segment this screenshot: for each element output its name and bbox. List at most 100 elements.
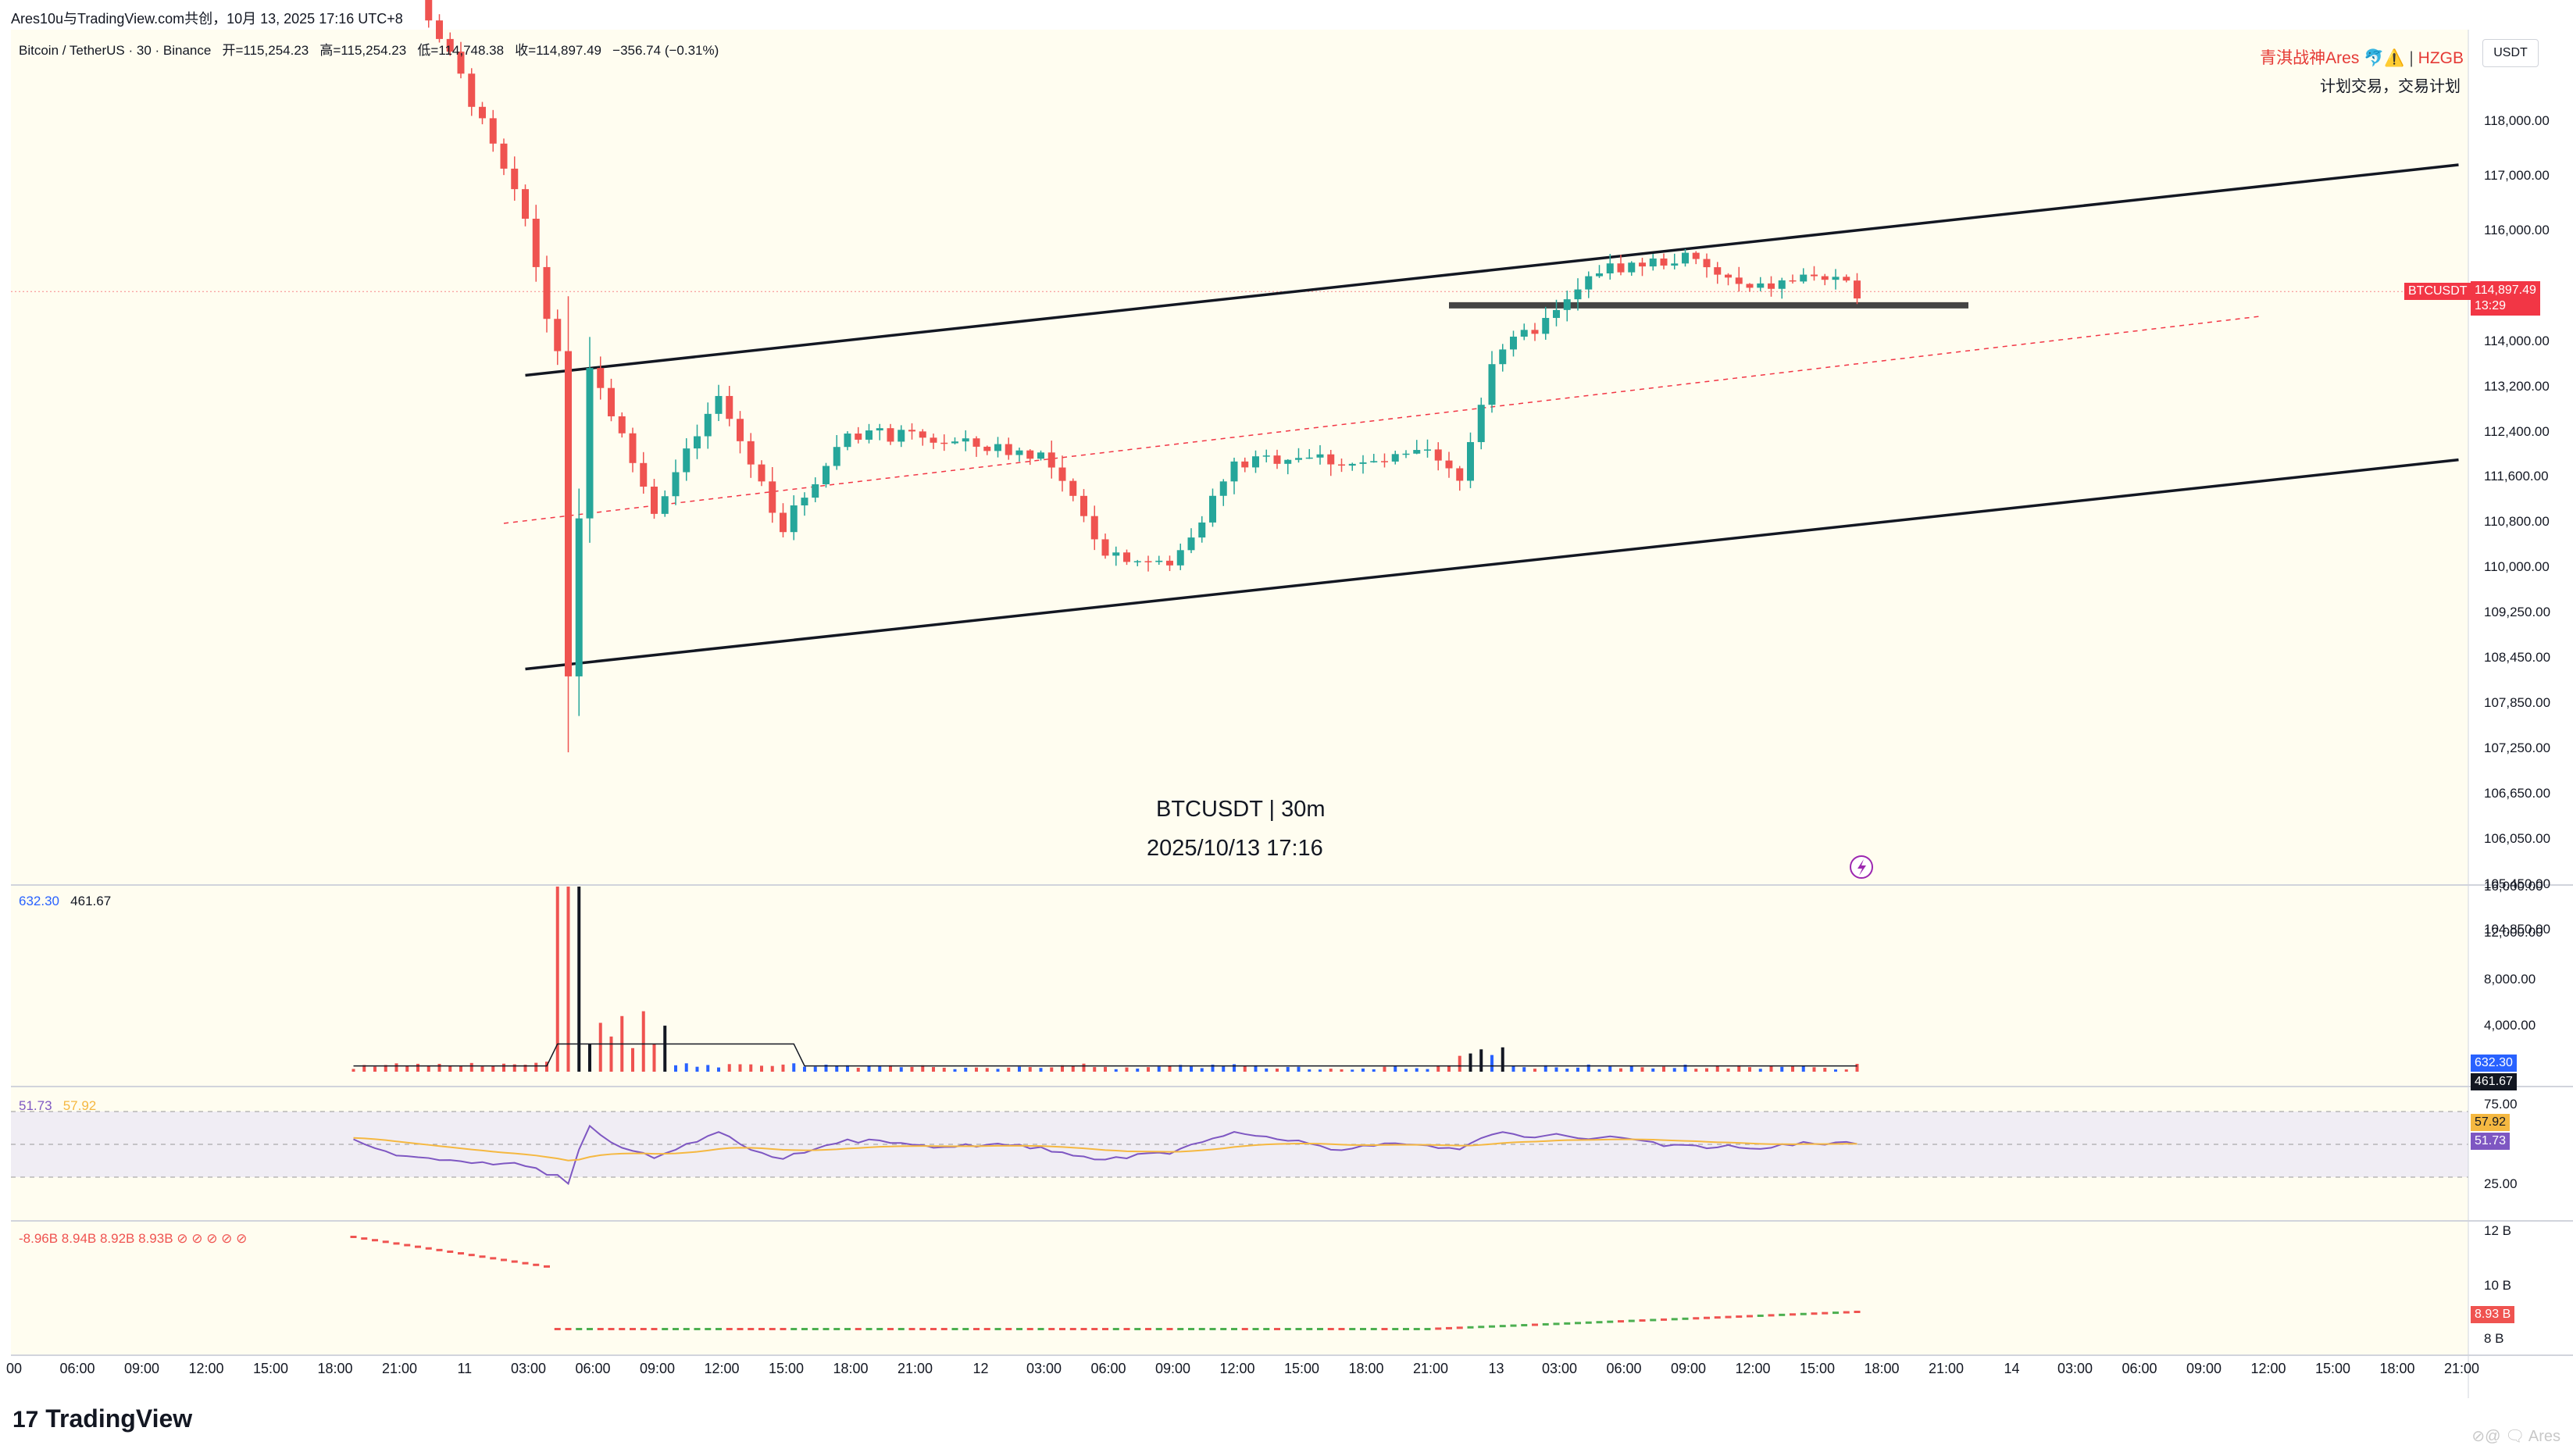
volume-bar <box>588 1044 591 1072</box>
fourth-bar <box>393 1242 400 1245</box>
candle-body <box>1703 259 1711 268</box>
candle-body <box>1166 560 1173 566</box>
candle-body <box>1499 349 1507 365</box>
candle-body <box>1843 277 1850 281</box>
fourth-bar <box>1209 1328 1216 1330</box>
fourth-bar <box>726 1328 733 1330</box>
volume-bar <box>792 1063 796 1072</box>
candle-body <box>554 319 562 352</box>
tradingview-logo[interactable]: 17 TradingView <box>12 1404 192 1433</box>
volume-bar <box>1351 1069 1354 1072</box>
price-axis-label: 106,050.00 <box>2484 831 2551 846</box>
candle-body <box>1574 289 1582 300</box>
fourth-bar <box>876 1328 883 1330</box>
symbol-line[interactable]: Bitcoin / TetherUS · 30 · Binance <box>19 43 212 58</box>
current-price-tag: 114,897.49 13:29 <box>2471 281 2540 316</box>
fourth-bar <box>372 1239 378 1242</box>
price-axis-label: 112,400.00 <box>2484 424 2550 439</box>
volume-bar <box>1426 1069 1429 1072</box>
candle-body <box>532 219 540 267</box>
fourth-bar <box>1370 1328 1377 1330</box>
fourth-bar <box>1564 1322 1571 1325</box>
change-value: −356.74 (−0.31%) <box>612 43 719 58</box>
time-axis-label: 11 <box>457 1361 473 1376</box>
price-axis-label: 114,000.00 <box>2484 334 2550 348</box>
candle-body <box>737 419 744 441</box>
volume-bar <box>921 1065 925 1072</box>
channel-upper-line[interactable] <box>525 163 2459 377</box>
author-tag: HZGB <box>2418 49 2464 67</box>
volume-bar <box>362 1065 366 1072</box>
fourth-bar <box>844 1328 851 1330</box>
fourth-bar <box>1575 1322 1581 1325</box>
window-title: Ares10u与TradingView.com共创，10月 13, 2025 1… <box>11 11 403 27</box>
price-axis-label: 116,000.00 <box>2484 223 2550 237</box>
fourth-bar <box>973 1328 980 1330</box>
candle-body <box>1391 454 1399 462</box>
candle-body <box>1090 516 1098 540</box>
fourth-bar <box>1317 1328 1323 1330</box>
fourth-bar <box>1499 1325 1506 1328</box>
volume-bar <box>1329 1069 1333 1072</box>
volume-bar <box>1490 1055 1493 1072</box>
candle-body <box>1262 455 1270 457</box>
candle-body <box>1370 461 1378 462</box>
fourth-axis-10b: 10 B <box>2484 1278 2511 1293</box>
candle-body <box>1628 262 1636 273</box>
fourth-bar <box>404 1244 411 1247</box>
fourth-bar <box>608 1328 615 1330</box>
volume-bar <box>534 1062 538 1072</box>
time-axis-label: 18:00 <box>1348 1361 1384 1376</box>
fourth-bar <box>1102 1328 1108 1330</box>
fourth-bar <box>673 1328 679 1330</box>
fourth-bar <box>1252 1328 1259 1330</box>
fourth-bar <box>511 1260 518 1263</box>
fourth-bar <box>1854 1311 1861 1313</box>
price-axis-label: 107,850.00 <box>2484 695 2551 710</box>
candle-body <box>1477 405 1485 442</box>
candle-body <box>1746 284 1754 288</box>
price-axis-label: 110,800.00 <box>2484 514 2550 529</box>
candle-body <box>1047 452 1055 468</box>
candle-body <box>1692 252 1700 259</box>
volume-bar <box>1511 1065 1515 1072</box>
candle-body <box>758 464 765 482</box>
fourth-bar <box>887 1328 894 1330</box>
candle-body <box>1757 283 1765 288</box>
candle-body <box>1456 468 1464 481</box>
volume-bar <box>1276 1068 1279 1072</box>
volume-bar <box>846 1065 849 1072</box>
channel-lower-line[interactable] <box>525 458 2459 671</box>
candle-body <box>726 395 733 419</box>
fourth-bar <box>425 1247 432 1250</box>
time-axis-label: 21:00 <box>2444 1361 2480 1376</box>
fourth-bar <box>662 1328 669 1330</box>
fourth-bar <box>1779 1313 1786 1316</box>
fourth-bar <box>1198 1328 1205 1330</box>
fourth-bar <box>940 1328 947 1330</box>
candle-body <box>1854 280 1861 299</box>
lightning-icon[interactable] <box>1850 855 1873 879</box>
currency-button[interactable]: USDT <box>2482 39 2539 67</box>
candle-body <box>876 428 883 431</box>
fourth-bar <box>898 1328 905 1330</box>
fourth-bar <box>1585 1321 1592 1324</box>
close-value: 收=114,897.49 <box>515 43 601 58</box>
rsi-tag: 51.73 <box>2471 1133 2511 1150</box>
fourth-bar <box>587 1328 593 1330</box>
fourth-bar <box>1714 1316 1721 1319</box>
candle-body <box>833 447 840 466</box>
volume-bar <box>932 1067 935 1072</box>
fourth-bar <box>1661 1318 1667 1321</box>
fourth-bar <box>1618 1320 1624 1323</box>
fourth-bar <box>1596 1321 1603 1324</box>
price-pane-bg <box>11 30 2468 884</box>
time-axis-label: 15:00 <box>1284 1361 1320 1376</box>
volume-bar <box>1157 1066 1161 1072</box>
volume-bar <box>1039 1068 1043 1072</box>
volume-bar <box>641 1011 645 1072</box>
fourth-bar <box>1112 1328 1119 1330</box>
candle-body <box>747 441 755 465</box>
fourth-bar <box>533 1263 540 1266</box>
